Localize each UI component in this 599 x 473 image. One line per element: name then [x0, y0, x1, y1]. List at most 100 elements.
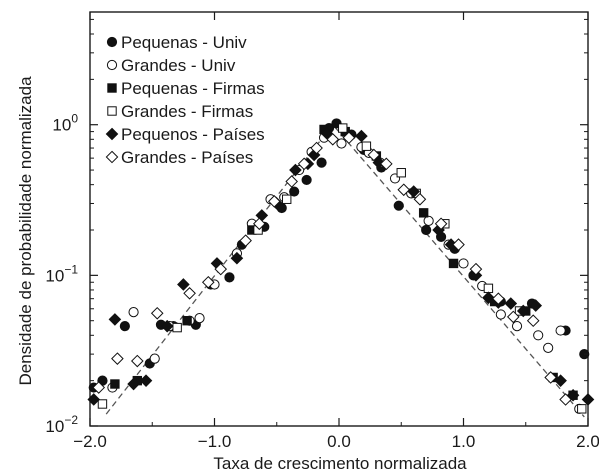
data-point [267, 195, 281, 208]
legend-entry: Pequenas - Firmas [107, 79, 265, 98]
x-tick-label: −2.0 [73, 432, 107, 451]
data-point [504, 297, 518, 310]
legend-marker [107, 106, 117, 116]
data-point [128, 307, 139, 318]
data-point [372, 156, 386, 169]
legend-entry: Pequenos - Países [105, 125, 265, 144]
legend-entry: Grandes - Univ [106, 56, 236, 75]
data-point [282, 194, 292, 204]
data-point [506, 310, 520, 324]
data-point [253, 217, 266, 231]
fit-line-group [105, 123, 585, 418]
legend-entry: Grandes - Firmas [107, 102, 253, 121]
legend: Pequenas - Univ Grandes - Univ Pequenas - … [105, 33, 265, 167]
data-point [111, 352, 124, 365]
legend-marker [105, 127, 119, 141]
data-point [224, 272, 235, 283]
data-point [544, 371, 557, 384]
data-point [452, 238, 465, 251]
data-point [119, 321, 130, 332]
data-point [201, 275, 215, 289]
legend-label: Grandes - Firmas [121, 102, 253, 121]
x-tick-label: −1.0 [198, 432, 232, 451]
data-point [230, 251, 244, 265]
legend-marker [106, 59, 118, 71]
data-point [177, 278, 190, 291]
data-point [526, 314, 540, 328]
data-point [516, 304, 530, 318]
legend-label: Pequenos - Países [121, 125, 265, 144]
data-point [326, 133, 340, 146]
data-point [355, 129, 368, 143]
data-point [336, 138, 347, 149]
legend-label: Pequenas - Univ [121, 33, 247, 52]
data-point [495, 309, 506, 320]
data-point [297, 157, 311, 171]
data-point [396, 168, 406, 178]
data-point [533, 330, 544, 341]
data-point [139, 374, 153, 387]
data-point [338, 123, 348, 133]
data-point [482, 291, 495, 305]
data-point [367, 148, 381, 162]
data-point [316, 157, 327, 168]
data-point [108, 313, 122, 326]
data-point [421, 224, 432, 236]
y-tick-label: 100 [52, 112, 78, 135]
y-tick-label: 10−1 [45, 262, 78, 285]
legend-marker [106, 36, 118, 48]
data-point [149, 353, 160, 364]
data-point [458, 258, 469, 269]
data-point [492, 292, 505, 305]
data-point [448, 258, 459, 269]
x-tick-label: 2.0 [576, 432, 599, 451]
data-point [393, 200, 404, 211]
x-axis-ticks: −2.0 −1.0 0.0 1.0 2.0 [73, 12, 599, 451]
data-point [310, 141, 323, 155]
data-point [160, 319, 174, 333]
data-points-group [87, 118, 595, 414]
y-axis-label: Densidade de probabilidade normalizada [16, 76, 35, 386]
data-point [131, 354, 144, 368]
data-point [239, 234, 252, 247]
fit-line [105, 123, 585, 418]
data-point [469, 262, 483, 276]
data-point [320, 126, 333, 140]
legend-marker [105, 150, 119, 164]
y-axis-ticks: 10−2 10−1 100 [45, 18, 588, 436]
data-point [214, 262, 228, 276]
series-1 [107, 132, 585, 414]
data-point [182, 316, 192, 326]
x-tick-label: 1.0 [452, 432, 476, 451]
legend-label: Pequenas - Firmas [121, 79, 265, 98]
data-point [172, 322, 182, 333]
data-point [150, 306, 164, 320]
legend-entry: Pequenas - Univ [106, 33, 247, 52]
data-point [397, 183, 411, 197]
data-point [289, 186, 300, 197]
legend-label: Grandes - Países [121, 148, 253, 167]
series-5 [92, 131, 572, 406]
data-point [413, 192, 427, 206]
data-point [380, 157, 393, 171]
data-point [566, 388, 580, 402]
series-4 [87, 126, 595, 406]
legend-label: Grandes - Univ [121, 56, 236, 75]
data-point [183, 287, 196, 300]
data-point [127, 377, 140, 391]
data-point [92, 381, 106, 394]
data-point [342, 131, 356, 145]
series-3 [97, 123, 587, 414]
legend-marker [107, 83, 117, 93]
data-point [434, 217, 448, 231]
data-point [361, 141, 372, 151]
data-point [543, 342, 554, 353]
x-axis-label: Taxa de crescimento normalizada [213, 454, 467, 473]
data-point [423, 215, 434, 226]
legend-entry: Grandes - Países [105, 148, 253, 167]
data-point [285, 175, 298, 188]
data-point [581, 393, 595, 406]
data-point [110, 379, 120, 389]
data-point [418, 208, 429, 218]
